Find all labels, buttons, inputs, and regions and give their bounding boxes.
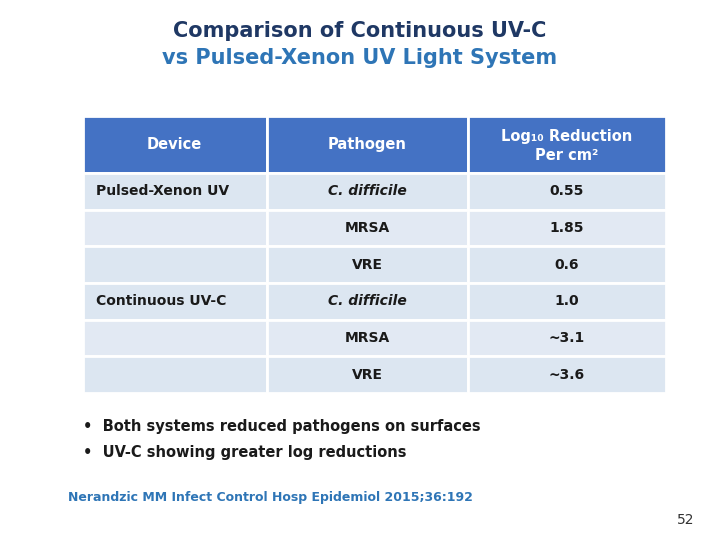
FancyBboxPatch shape	[266, 210, 468, 246]
Text: •  Both systems reduced pathogens on surfaces: • Both systems reduced pathogens on surf…	[83, 419, 480, 434]
FancyBboxPatch shape	[468, 283, 666, 320]
FancyBboxPatch shape	[266, 173, 468, 210]
Text: Pathogen: Pathogen	[328, 137, 407, 152]
FancyBboxPatch shape	[266, 283, 468, 320]
FancyBboxPatch shape	[468, 246, 666, 283]
FancyBboxPatch shape	[83, 246, 266, 283]
FancyBboxPatch shape	[266, 246, 468, 283]
Text: Comparison of Continuous UV-C: Comparison of Continuous UV-C	[174, 21, 546, 42]
Text: MRSA: MRSA	[344, 331, 390, 345]
Text: Continuous UV-C: Continuous UV-C	[96, 294, 226, 308]
Text: C. difficile: C. difficile	[328, 294, 407, 308]
FancyBboxPatch shape	[83, 283, 266, 320]
FancyBboxPatch shape	[468, 356, 666, 393]
FancyBboxPatch shape	[83, 210, 266, 246]
FancyBboxPatch shape	[83, 116, 266, 173]
Text: •  UV-C showing greater log reductions: • UV-C showing greater log reductions	[83, 445, 406, 460]
FancyBboxPatch shape	[266, 116, 468, 173]
FancyBboxPatch shape	[266, 356, 468, 393]
FancyBboxPatch shape	[468, 173, 666, 210]
Text: ~3.6: ~3.6	[549, 368, 585, 382]
Text: MRSA: MRSA	[344, 221, 390, 235]
Text: Pulsed-Xenon UV: Pulsed-Xenon UV	[96, 184, 229, 198]
Text: 1.0: 1.0	[554, 294, 579, 308]
Text: vs Pulsed-Xenon UV Light System: vs Pulsed-Xenon UV Light System	[163, 48, 557, 68]
FancyBboxPatch shape	[468, 210, 666, 246]
FancyBboxPatch shape	[83, 173, 266, 210]
Text: 0.6: 0.6	[554, 258, 579, 272]
Text: Nerandzic MM Infect Control Hosp Epidemiol 2015;36:192: Nerandzic MM Infect Control Hosp Epidemi…	[68, 491, 473, 504]
Text: Device: Device	[147, 137, 202, 152]
Text: 52: 52	[678, 512, 695, 526]
FancyBboxPatch shape	[83, 356, 266, 393]
Text: Log₁₀ Reduction: Log₁₀ Reduction	[501, 129, 632, 144]
Text: ~3.1: ~3.1	[549, 331, 585, 345]
Text: 0.55: 0.55	[549, 184, 584, 198]
FancyBboxPatch shape	[468, 320, 666, 356]
FancyBboxPatch shape	[83, 320, 266, 356]
Text: Per cm²: Per cm²	[535, 148, 598, 163]
FancyBboxPatch shape	[266, 320, 468, 356]
Text: 1.85: 1.85	[549, 221, 584, 235]
Text: C. difficile: C. difficile	[328, 184, 407, 198]
FancyBboxPatch shape	[468, 116, 666, 173]
Text: VRE: VRE	[351, 368, 382, 382]
Text: VRE: VRE	[351, 258, 382, 272]
